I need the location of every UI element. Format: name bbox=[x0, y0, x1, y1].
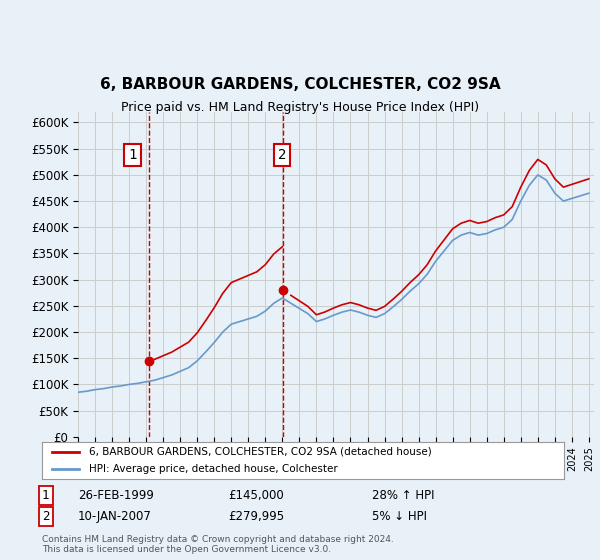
Text: 26-FEB-1999: 26-FEB-1999 bbox=[78, 489, 154, 502]
Text: 6, BARBOUR GARDENS, COLCHESTER, CO2 9SA (detached house): 6, BARBOUR GARDENS, COLCHESTER, CO2 9SA … bbox=[89, 446, 432, 456]
Text: 10-JAN-2007: 10-JAN-2007 bbox=[78, 510, 152, 523]
Text: 5% ↓ HPI: 5% ↓ HPI bbox=[372, 510, 427, 523]
Text: 1: 1 bbox=[42, 489, 50, 502]
Text: Price paid vs. HM Land Registry's House Price Index (HPI): Price paid vs. HM Land Registry's House … bbox=[121, 101, 479, 114]
Text: 1: 1 bbox=[128, 148, 137, 162]
Text: £145,000: £145,000 bbox=[228, 489, 284, 502]
Text: HPI: Average price, detached house, Colchester: HPI: Average price, detached house, Colc… bbox=[89, 464, 338, 474]
Text: Contains HM Land Registry data © Crown copyright and database right 2024.
This d: Contains HM Land Registry data © Crown c… bbox=[42, 535, 394, 554]
Text: 2: 2 bbox=[42, 510, 50, 523]
Text: 6, BARBOUR GARDENS, COLCHESTER, CO2 9SA: 6, BARBOUR GARDENS, COLCHESTER, CO2 9SA bbox=[100, 77, 500, 92]
Text: £279,995: £279,995 bbox=[228, 510, 284, 523]
Text: 28% ↑ HPI: 28% ↑ HPI bbox=[372, 489, 434, 502]
Text: 2: 2 bbox=[278, 148, 286, 162]
